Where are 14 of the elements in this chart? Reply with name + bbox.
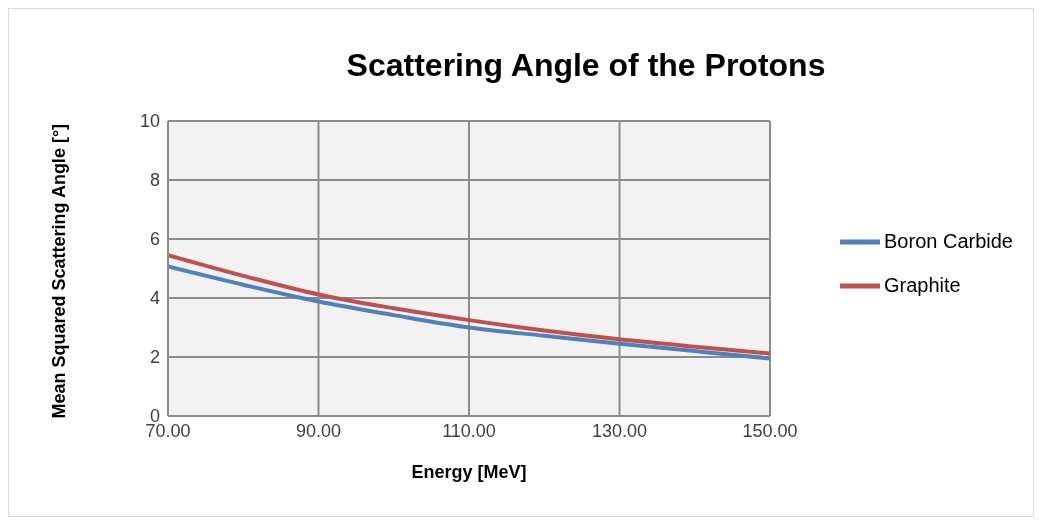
y-tick-label: 2 bbox=[149, 347, 160, 368]
y-tick-label: 10 bbox=[139, 111, 160, 132]
y-tick-label: 6 bbox=[149, 229, 160, 250]
x-tick-label: 110.00 bbox=[442, 420, 496, 441]
y-tick-label: 8 bbox=[149, 170, 160, 191]
x-axis-title: Energy [MeV] bbox=[411, 462, 527, 482]
x-tick-label: 150.00 bbox=[742, 420, 798, 441]
y-tick-label: 4 bbox=[149, 288, 160, 309]
legend-label: Graphite bbox=[884, 273, 961, 296]
x-tick-label: 130.00 bbox=[591, 420, 648, 441]
y-axis-title: Mean Squared Scattering Angle [°] bbox=[49, 123, 70, 419]
chart-title: Scattering Angle of the Protons bbox=[345, 47, 827, 84]
legend-label: Boron Carbide bbox=[884, 229, 1013, 252]
x-tick-label: 90.00 bbox=[295, 420, 342, 441]
